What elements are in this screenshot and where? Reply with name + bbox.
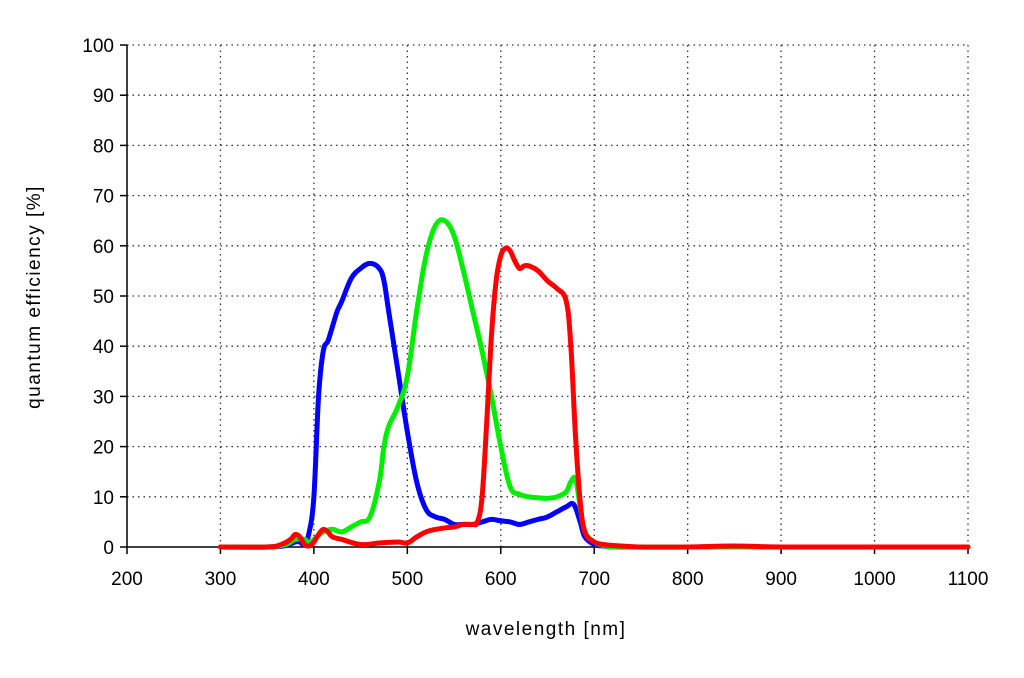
y-tick-label: 100 (82, 36, 114, 57)
x-tick-label: 500 (391, 569, 423, 590)
y-tick-label: 20 (93, 438, 114, 459)
x-tick-label: 1100 (948, 569, 989, 590)
green-series-line (217, 217, 971, 550)
y-tick-label: 0 (103, 538, 114, 559)
axes (120, 44, 969, 554)
tick-labels: 0 10 20 30 40 50 60 70 80 90 100 200 300 400 500 600 700… (82, 36, 988, 590)
grid (127, 44, 969, 547)
y-tick-label: 80 (93, 136, 114, 157)
y-tick-label: 70 (93, 187, 114, 208)
y-tick-label: 30 (93, 387, 114, 408)
x-tick-label: 1000 (853, 569, 895, 590)
x-axis-label: wavelength [nm] (465, 619, 627, 640)
x-tick-label: 800 (672, 569, 704, 590)
x-tick-label: 900 (765, 569, 797, 590)
x-tick-label: 400 (298, 569, 330, 590)
x-tick-label: 700 (578, 569, 610, 590)
y-tick-label: 60 (93, 237, 114, 258)
red-series-line (217, 245, 971, 550)
y-tick-label: 90 (93, 86, 114, 107)
y-tick-label: 40 (93, 337, 114, 358)
x-tick-label: 300 (205, 569, 237, 590)
y-tick-label: 50 (93, 287, 114, 308)
y-tick-label: 10 (93, 488, 114, 509)
blue-series-line (217, 260, 971, 550)
series-group (217, 217, 971, 550)
x-tick-label: 600 (485, 569, 517, 590)
x-tick-label: 200 (111, 569, 143, 590)
y-axis-label: quantum efficiency [%] (24, 185, 45, 409)
